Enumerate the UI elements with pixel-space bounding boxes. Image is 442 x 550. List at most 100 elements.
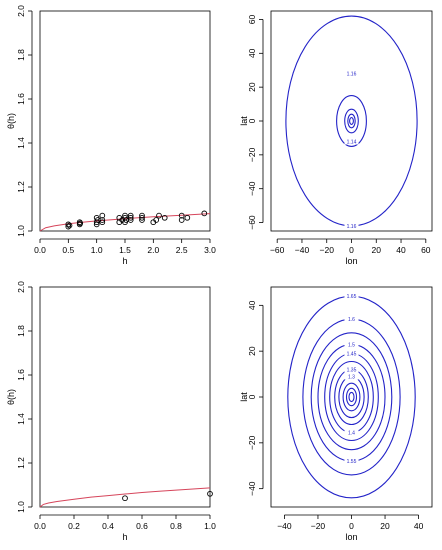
- y-tick-label: 20: [247, 82, 257, 92]
- y-tick-label: 1.8: [16, 325, 26, 337]
- y-tick-label: 1.4: [16, 137, 26, 149]
- contour-label-bg: [344, 292, 359, 300]
- data-point: [66, 222, 73, 229]
- contour-label: 1.6: [348, 317, 355, 323]
- data-point: [153, 217, 160, 223]
- fitted-curve: [39, 487, 211, 508]
- y-tick-label: 0: [247, 118, 257, 123]
- y-tick-label: −20: [247, 435, 257, 450]
- x-tick-label: −20: [311, 521, 326, 531]
- x-axis-title: h: [122, 532, 127, 542]
- contour-label-bg: [344, 315, 359, 323]
- y-tick-label: 1.0: [16, 501, 26, 513]
- contour-label: 1.35: [347, 368, 357, 374]
- contour-label-bg: [344, 373, 359, 380]
- x-tick-label: 1.5: [119, 245, 131, 255]
- y-tick-label: 40: [247, 300, 257, 310]
- y-tick-label: 40: [247, 48, 257, 58]
- y-tick-label: −40: [247, 481, 257, 496]
- data-point: [122, 495, 128, 502]
- contour-line: [349, 117, 354, 125]
- contour-label: 1.5: [348, 342, 355, 348]
- x-tick-label: 0.6: [136, 521, 148, 531]
- plot-frame: [39, 286, 211, 508]
- x-tick-label: 0.8: [170, 521, 182, 531]
- contour-label-bg: [344, 70, 359, 77]
- x-tick-label: 0.5: [62, 245, 74, 255]
- data-point: [201, 210, 208, 217]
- contour-line: [336, 95, 367, 147]
- contour-label: 1.3: [348, 374, 355, 380]
- data-point: [127, 212, 134, 219]
- x-tick-label: 40: [414, 521, 424, 531]
- contour-label: 1.65: [347, 294, 357, 300]
- contour-line: [287, 295, 416, 499]
- x-tick-label: 40: [396, 245, 406, 255]
- x-tick-label: −60: [270, 245, 285, 255]
- data-point: [127, 214, 134, 221]
- x-axis-title: h: [122, 256, 127, 266]
- data-point: [139, 214, 145, 221]
- x-tick-label: −20: [320, 245, 335, 255]
- y-axis-title: lat: [239, 116, 249, 126]
- data-point: [77, 220, 84, 227]
- contour-label: 1.4: [348, 431, 355, 437]
- data-point: [184, 214, 191, 221]
- x-tick-label: 20: [372, 245, 382, 255]
- x-axis-title: lon: [345, 256, 357, 266]
- data-point: [161, 214, 168, 221]
- contour-label-bg: [344, 429, 359, 436]
- chart-panel-3: 0.0 0.2 0.4 0.6 0.8 1.0 1.0 1.2 1.4 1.6 1.8 2.0 h θ(h…: [6, 281, 216, 542]
- x-tick-label: −40: [295, 245, 310, 255]
- data-point: [156, 212, 162, 219]
- chart-panel-1: 0.0 0.5 1.0 1.5 2.0 2.5 3.0 1.0 1.2 1.4 1.6 1.8 2.0 h…: [6, 5, 216, 266]
- x-tick-label: 3.0: [204, 245, 216, 255]
- plot-frame: [270, 10, 433, 232]
- data-point: [139, 212, 145, 219]
- y-tick-label: 60: [247, 14, 257, 24]
- y-tick-label: −20: [247, 147, 257, 162]
- y-tick-label: 1.0: [16, 225, 26, 237]
- contour-line: [344, 108, 359, 134]
- y-axis-title: θ(h): [6, 113, 16, 129]
- contour-line: [345, 387, 358, 407]
- y-tick-label: 0: [247, 394, 257, 399]
- y-tick-label: 1.6: [16, 93, 26, 105]
- y-tick-label: 1.8: [16, 49, 26, 61]
- data-point: [207, 490, 213, 497]
- contour-label-bg: [344, 222, 359, 230]
- x-tick-label: 1.0: [204, 521, 216, 531]
- x-tick-label: 60: [421, 245, 431, 255]
- x-tick-label: −40: [277, 521, 292, 531]
- contour-label-bg: [344, 138, 359, 145]
- data-point: [65, 221, 72, 228]
- data-point: [65, 223, 72, 230]
- y-tick-label: 20: [247, 346, 257, 356]
- contour-label: 1.16: [347, 224, 357, 230]
- x-axis-title: lon: [345, 532, 357, 542]
- x-tick-label: 1.0: [91, 245, 103, 255]
- x-tick-label: 0.0: [34, 245, 46, 255]
- y-tick-label: 1.4: [16, 413, 26, 425]
- x-tick-label: 0: [349, 245, 354, 255]
- y-tick-label: 1.6: [16, 369, 26, 381]
- contour-label: 1.45: [347, 351, 357, 357]
- y-tick-label: −40: [247, 181, 257, 196]
- data-point: [99, 219, 106, 226]
- x-tick-label: 0.2: [68, 521, 80, 531]
- x-tick-label: 2.5: [176, 245, 188, 255]
- contour-label-bg: [344, 366, 359, 373]
- y-tick-label: −60: [247, 215, 257, 230]
- y-tick-label: 2.0: [16, 5, 26, 17]
- contour-label: 1.14: [347, 139, 357, 145]
- plot-frame: [39, 10, 211, 232]
- data-point: [99, 212, 106, 219]
- chart-panel-4: −40 −20 0 20 40 −40 −20 0 20 40 lon lat 1.65 1.6 1.55 1…: [239, 286, 433, 542]
- x-tick-label: 20: [380, 521, 390, 531]
- contour-line: [285, 15, 418, 227]
- plot-frame: [270, 286, 433, 508]
- x-tick-label: 0.0: [34, 521, 46, 531]
- contour-label-bg: [344, 350, 359, 357]
- contour-label: 1.16: [347, 72, 357, 78]
